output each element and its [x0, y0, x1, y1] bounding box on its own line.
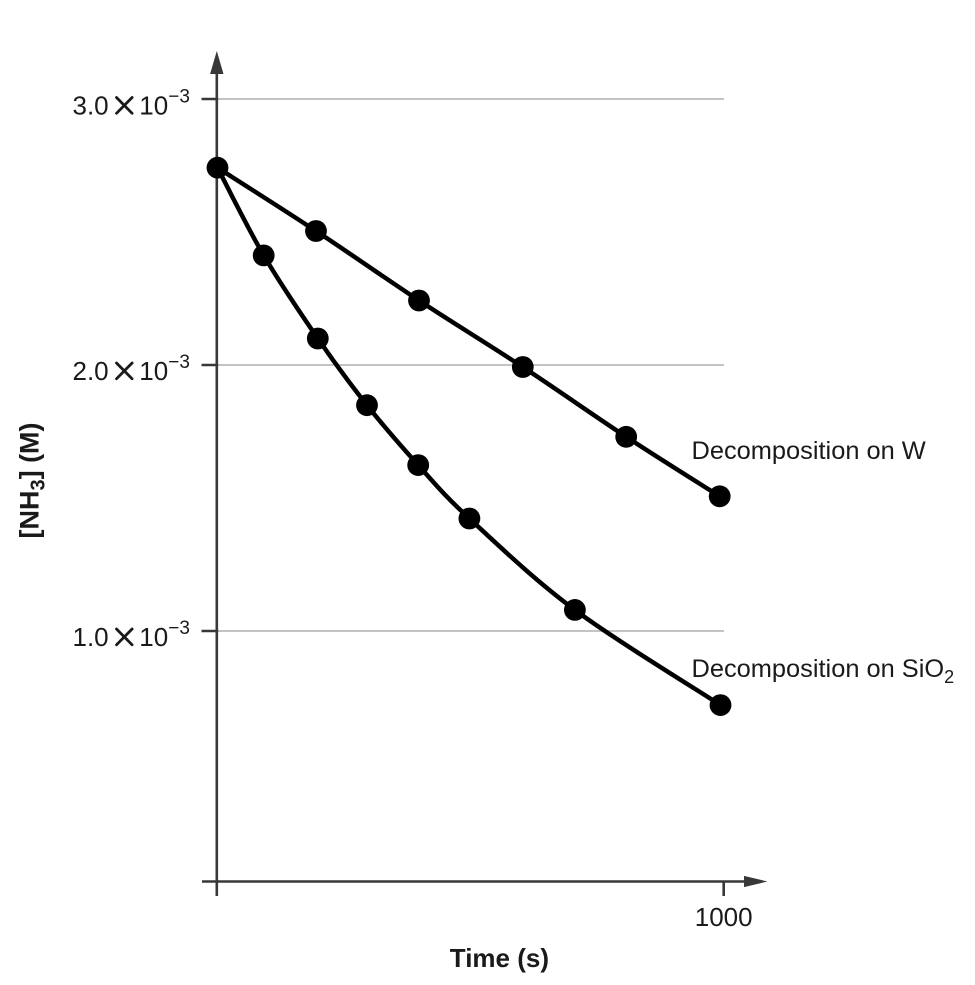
svg-text:10−3: 10−3: [139, 352, 190, 386]
svg-text:Time (s): Time (s): [450, 943, 549, 973]
svg-text:3.0: 3.0: [73, 91, 109, 121]
svg-text:2.0: 2.0: [73, 356, 109, 386]
svg-text:1.0: 1.0: [73, 622, 109, 652]
svg-text:1000: 1000: [695, 902, 753, 932]
svg-text:Decomposition on W: Decomposition on W: [692, 437, 926, 465]
svg-text:Decomposition on SiO2: Decomposition on SiO2: [692, 655, 955, 687]
